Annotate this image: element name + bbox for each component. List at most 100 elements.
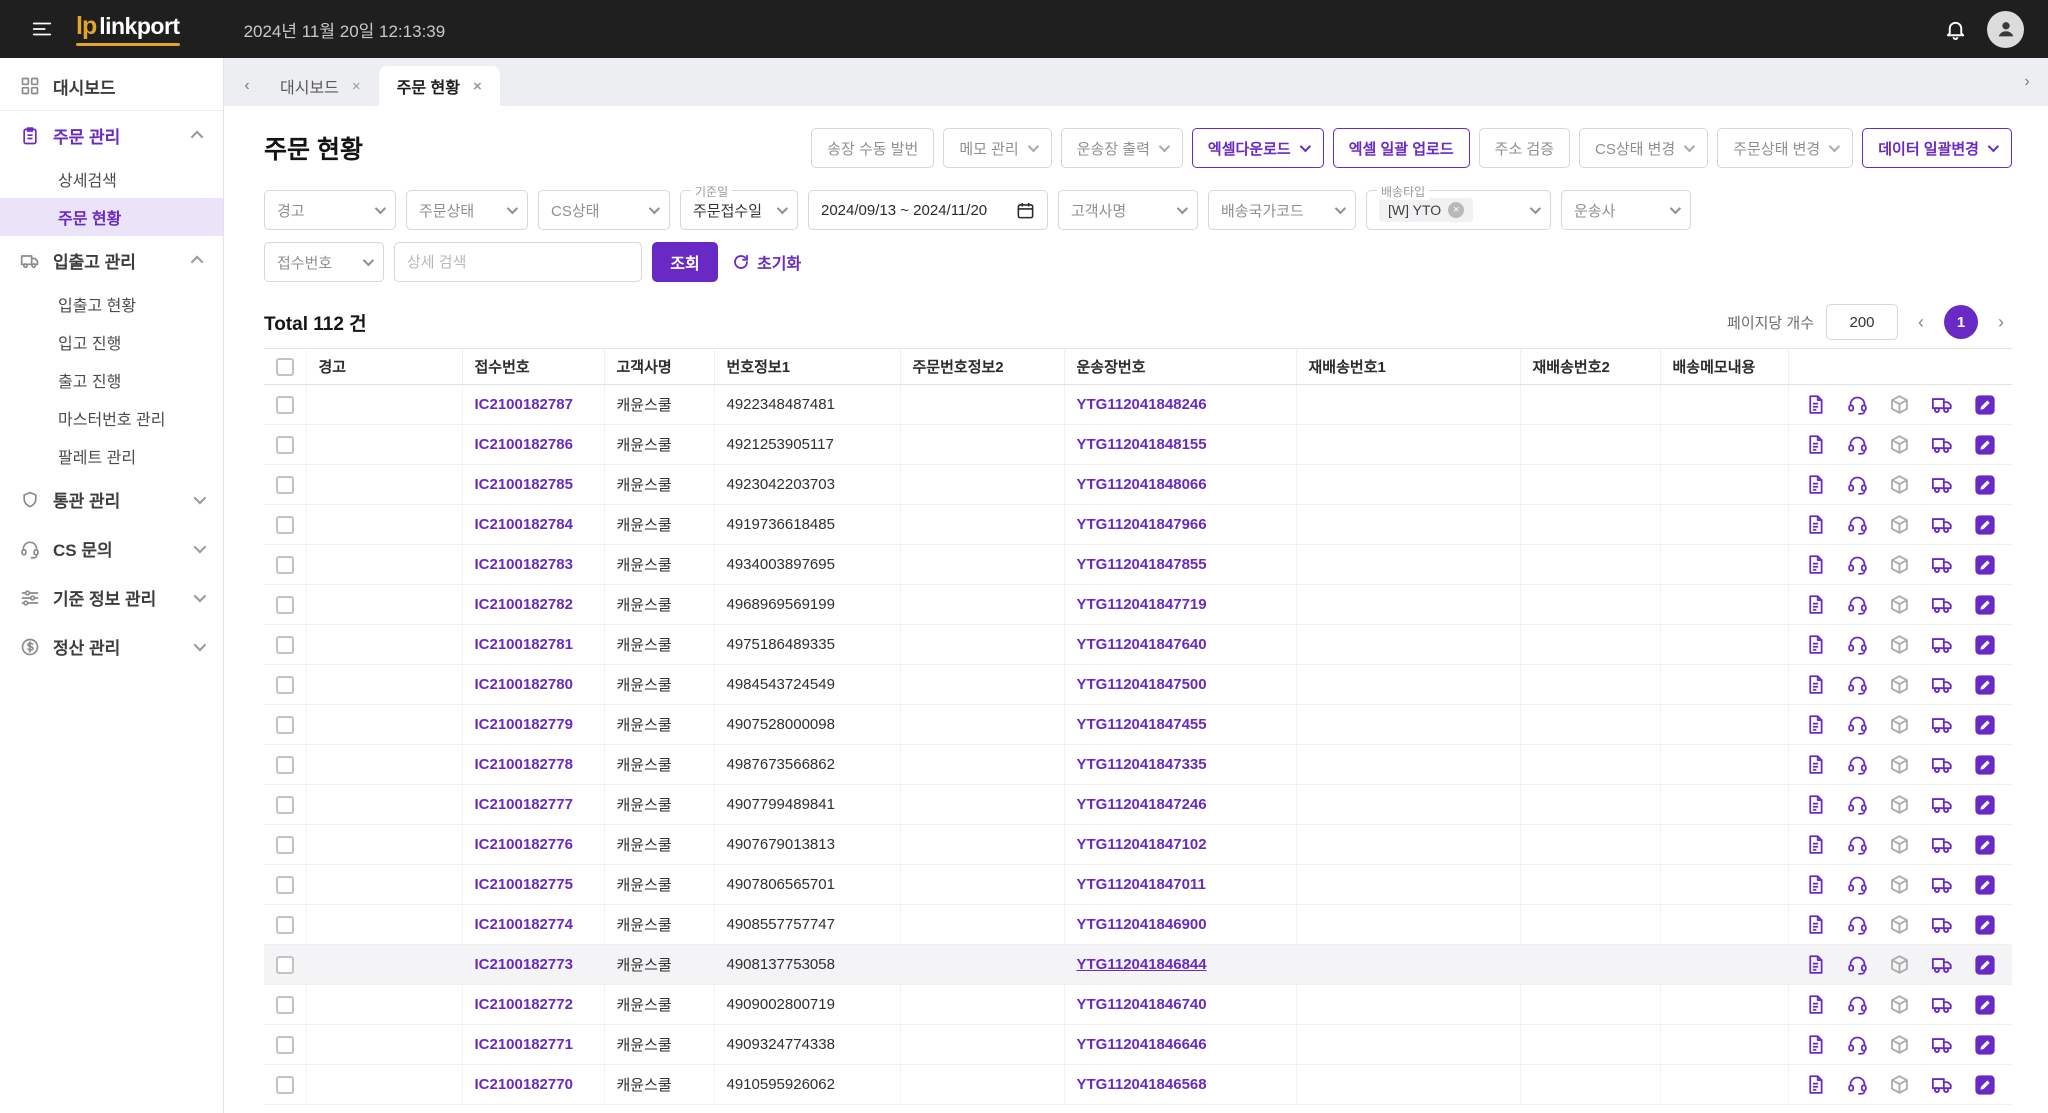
- memo-icon[interactable]: [1805, 514, 1826, 535]
- row-checkbox[interactable]: [276, 796, 294, 814]
- excel-download-button[interactable]: 엑셀다운로드: [1192, 128, 1324, 168]
- tracking-no-link[interactable]: YTG112041847102: [1077, 836, 1207, 853]
- memo-icon[interactable]: [1805, 474, 1826, 495]
- package-icon[interactable]: [1889, 954, 1910, 975]
- receipt-no-link[interactable]: IC2100182787: [475, 396, 573, 413]
- package-icon[interactable]: [1889, 634, 1910, 655]
- memo-icon[interactable]: [1805, 394, 1826, 415]
- tab-close-icon[interactable]: ×: [473, 78, 482, 95]
- sidebar-item-detail-search[interactable]: 상세검색: [0, 160, 223, 198]
- notification-bell-button[interactable]: [1944, 18, 1967, 41]
- page-number-button[interactable]: 1: [1944, 305, 1978, 339]
- reset-button[interactable]: 초기화: [732, 250, 801, 274]
- cs-inquiry-icon[interactable]: [1847, 1074, 1868, 1095]
- edit-icon[interactable]: [1974, 754, 1996, 776]
- sidebar-item-inout-management[interactable]: 입출고 관리: [0, 236, 223, 285]
- edit-icon[interactable]: [1974, 554, 1996, 576]
- sidebar-item-master-info[interactable]: 기준 정보 관리: [0, 573, 223, 622]
- package-icon[interactable]: [1889, 674, 1910, 695]
- edit-icon[interactable]: [1974, 594, 1996, 616]
- cs-inquiry-icon[interactable]: [1847, 594, 1868, 615]
- tracking-no-link[interactable]: YTG112041846740: [1077, 996, 1207, 1013]
- tracking-no-link[interactable]: YTG112041848066: [1077, 476, 1207, 493]
- country-code-filter-select[interactable]: 배송국가코드: [1208, 190, 1356, 230]
- edit-icon[interactable]: [1974, 1034, 1996, 1056]
- memo-icon[interactable]: [1805, 634, 1826, 655]
- delivery-truck-icon[interactable]: [1931, 1074, 1953, 1096]
- package-icon[interactable]: [1889, 394, 1910, 415]
- receipt-no-link[interactable]: IC2100182786: [475, 436, 573, 453]
- tab-scroll-right-button[interactable]: ›: [2012, 62, 2042, 102]
- tracking-no-link[interactable]: YTG112041847246: [1077, 796, 1207, 813]
- sidebar-toggle-button[interactable]: [24, 11, 60, 47]
- user-avatar[interactable]: [1987, 11, 2024, 48]
- edit-icon[interactable]: [1974, 914, 1996, 936]
- row-checkbox[interactable]: [276, 756, 294, 774]
- receipt-no-link[interactable]: IC2100182784: [475, 516, 573, 533]
- edit-icon[interactable]: [1974, 1074, 1996, 1096]
- tracking-no-link[interactable]: YTG112041847011: [1077, 876, 1206, 893]
- cs-inquiry-icon[interactable]: [1847, 874, 1868, 895]
- receipt-no-link[interactable]: IC2100182773: [475, 956, 573, 973]
- tracking-no-link[interactable]: YTG112041847455: [1077, 716, 1207, 733]
- edit-icon[interactable]: [1974, 954, 1996, 976]
- sidebar-item-inout-status[interactable]: 입출고 현황: [0, 285, 223, 323]
- delivery-truck-icon[interactable]: [1931, 834, 1953, 856]
- edit-icon[interactable]: [1974, 634, 1996, 656]
- receipt-no-link[interactable]: IC2100182775: [475, 876, 573, 893]
- edit-icon[interactable]: [1974, 514, 1996, 536]
- memo-icon[interactable]: [1805, 714, 1826, 735]
- order-status-filter-select[interactable]: 주문상태: [406, 190, 528, 230]
- customer-filter-select[interactable]: 고객사명: [1058, 190, 1198, 230]
- delivery-type-filter-select[interactable]: 배송타입 [W] YTO ×: [1366, 190, 1551, 230]
- package-icon[interactable]: [1889, 994, 1910, 1015]
- sidebar-item-outbound-progress[interactable]: 출고 진행: [0, 361, 223, 399]
- package-icon[interactable]: [1889, 594, 1910, 615]
- receipt-no-search-type-select[interactable]: 접수번호: [264, 242, 384, 282]
- receipt-no-link[interactable]: IC2100182777: [475, 796, 573, 813]
- cs-inquiry-icon[interactable]: [1847, 434, 1868, 455]
- sidebar-item-dashboard[interactable]: 대시보드: [0, 62, 223, 111]
- delivery-truck-icon[interactable]: [1931, 634, 1953, 656]
- sidebar-item-pallet[interactable]: 팔레트 관리: [0, 437, 223, 475]
- receipt-no-link[interactable]: IC2100182771: [475, 1036, 573, 1053]
- row-checkbox[interactable]: [276, 396, 294, 414]
- cs-inquiry-icon[interactable]: [1847, 1034, 1868, 1055]
- row-checkbox[interactable]: [276, 1076, 294, 1094]
- row-checkbox[interactable]: [276, 836, 294, 854]
- edit-icon[interactable]: [1974, 834, 1996, 856]
- memo-icon[interactable]: [1805, 874, 1826, 895]
- edit-icon[interactable]: [1974, 434, 1996, 456]
- row-checkbox[interactable]: [276, 556, 294, 574]
- order-status-change-button[interactable]: 주문상태 변경: [1717, 128, 1853, 168]
- tracking-no-link[interactable]: YTG112041846646: [1077, 1036, 1207, 1053]
- edit-icon[interactable]: [1974, 794, 1996, 816]
- receipt-no-link[interactable]: IC2100182780: [475, 676, 573, 693]
- tracking-no-link[interactable]: YTG112041848155: [1077, 436, 1207, 453]
- app-logo[interactable]: lp linkport: [76, 12, 180, 46]
- excel-bulk-upload-button[interactable]: 엑셀 일괄 업로드: [1333, 128, 1470, 168]
- memo-manage-button[interactable]: 메모 관리: [943, 128, 1051, 168]
- package-icon[interactable]: [1889, 1074, 1910, 1095]
- memo-icon[interactable]: [1805, 434, 1826, 455]
- package-icon[interactable]: [1889, 834, 1910, 855]
- tab-dashboard[interactable]: 대시보드 ×: [262, 66, 379, 106]
- prev-page-button[interactable]: ‹: [1910, 312, 1932, 333]
- delivery-truck-icon[interactable]: [1931, 394, 1953, 416]
- memo-icon[interactable]: [1805, 954, 1826, 975]
- delivery-truck-icon[interactable]: [1931, 954, 1953, 976]
- receipt-no-link[interactable]: IC2100182785: [475, 476, 573, 493]
- row-checkbox[interactable]: [276, 876, 294, 894]
- row-checkbox[interactable]: [276, 596, 294, 614]
- tracking-no-link[interactable]: YTG112041846900: [1077, 916, 1207, 933]
- delivery-truck-icon[interactable]: [1931, 794, 1953, 816]
- delivery-truck-icon[interactable]: [1931, 1034, 1953, 1056]
- delivery-truck-icon[interactable]: [1931, 554, 1953, 576]
- chip-remove-icon[interactable]: ×: [1448, 202, 1464, 218]
- memo-icon[interactable]: [1805, 914, 1826, 935]
- detail-search-input[interactable]: [394, 242, 642, 282]
- data-bulk-change-button[interactable]: 데이터 일괄변경: [1862, 128, 2012, 168]
- cs-status-change-button[interactable]: CS상태 변경: [1579, 128, 1708, 168]
- delivery-truck-icon[interactable]: [1931, 874, 1953, 896]
- cs-inquiry-icon[interactable]: [1847, 634, 1868, 655]
